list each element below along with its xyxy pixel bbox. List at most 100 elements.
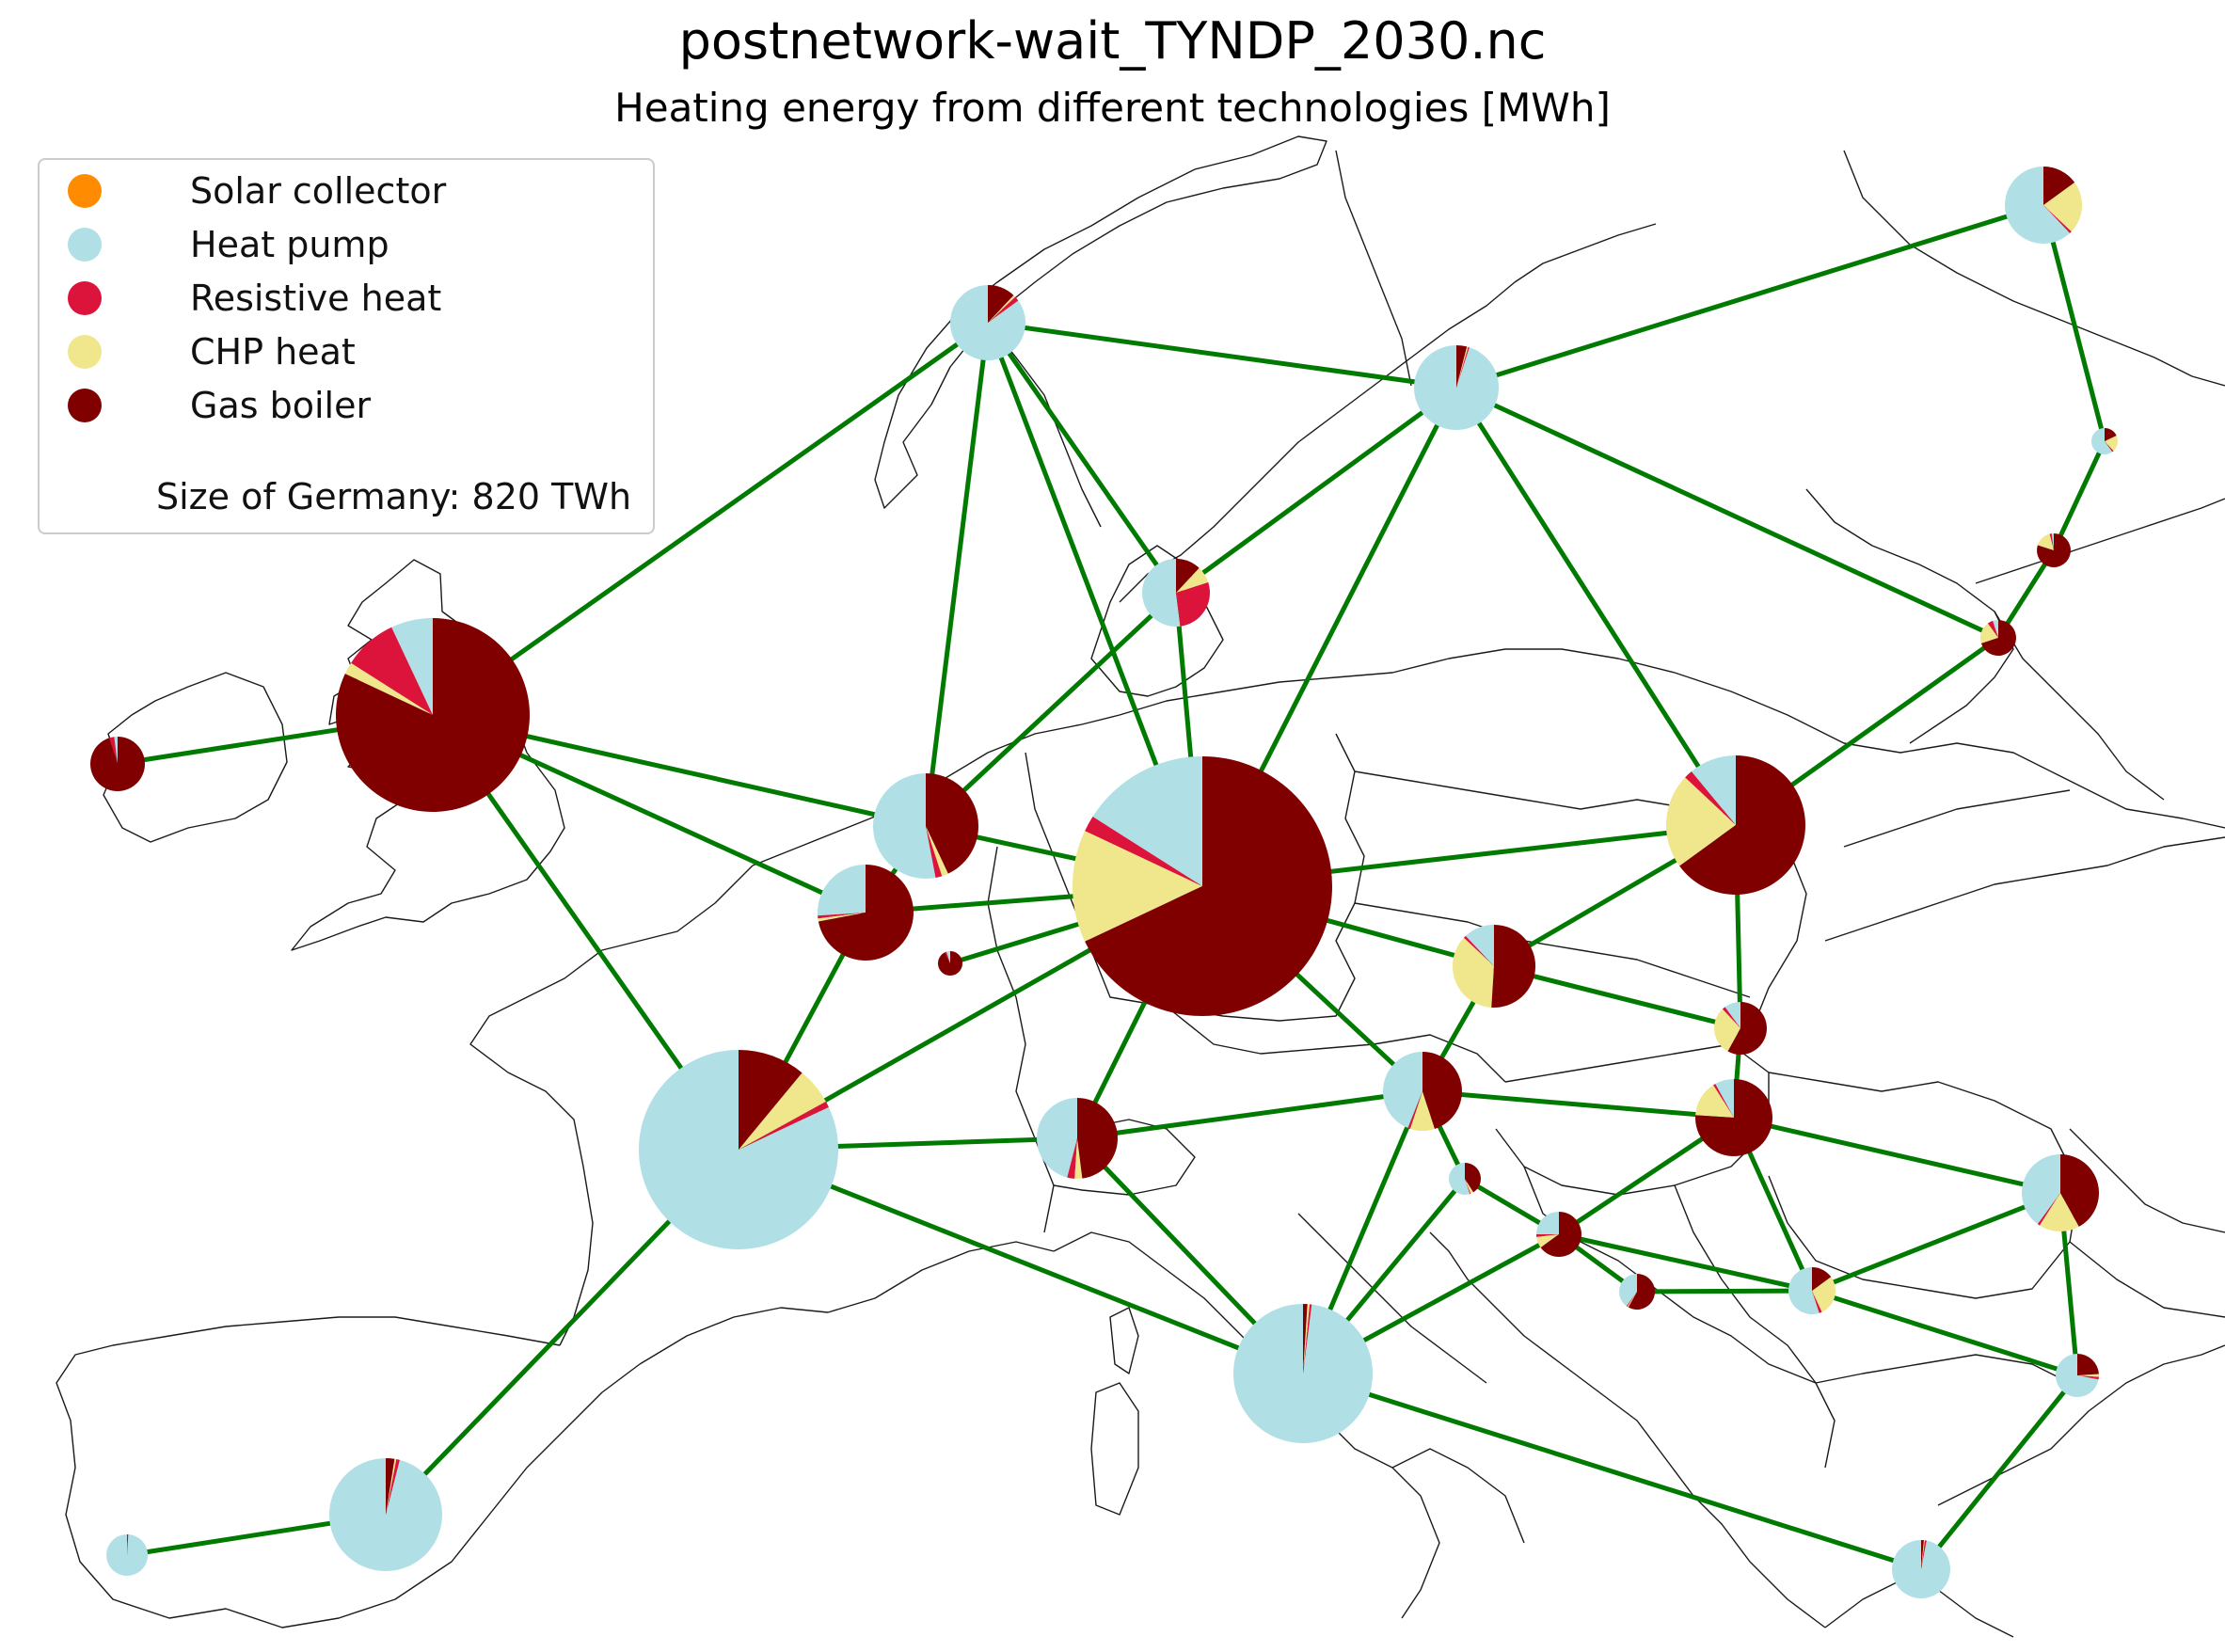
- pie-dk: [1142, 559, 1211, 627]
- pie-slice-heat-pump: [1691, 755, 1736, 825]
- pie-slice-heat-pump: [817, 865, 866, 916]
- pie-slice-chp-heat: [1303, 1304, 1310, 1374]
- pie-de: [1072, 756, 1332, 1016]
- pie-be: [817, 865, 914, 961]
- pie-slice-resistive-heat: [2043, 205, 2072, 233]
- pie-slice-heat-pump: [1788, 1267, 1820, 1314]
- pie-slice-resistive-heat: [945, 951, 950, 963]
- pie-slice-chp-heat: [1627, 1292, 1637, 1308]
- pie-slice-resistive-heat: [1812, 1291, 1822, 1313]
- pie-slice-heat-pump: [1036, 1098, 1077, 1178]
- pie-slice-chp-heat: [818, 913, 866, 922]
- pie-slice-gas-boiler: [818, 865, 914, 961]
- legend-entry-heat-pump: Heat pump: [68, 221, 389, 268]
- chart-title: postnetwork-wait_TYNDP_2030.nc: [678, 11, 1547, 71]
- pie-slice-resistive-heat: [1303, 1304, 1312, 1374]
- pie-lu: [938, 950, 963, 976]
- pie-slice-chp-heat: [2037, 533, 2054, 550]
- pie-ro: [2021, 1154, 2100, 1232]
- pie-slice-resistive-heat: [1456, 346, 1470, 388]
- pie-slice-resistive-heat: [1536, 1234, 1559, 1238]
- legend-marker: [68, 174, 102, 208]
- pie-slice-chp-heat: [1536, 1234, 1559, 1248]
- pie-slice-gas-boiler: [1694, 1079, 1772, 1156]
- link-it-gr: [1302, 1371, 1922, 1572]
- pie-slice-resistive-heat: [1626, 1292, 1637, 1308]
- pie-slice-resistive-heat: [739, 1101, 829, 1150]
- chart-subtitle: Heating energy from different technologi…: [614, 85, 1611, 131]
- pie-slice-heat-pump: [1715, 1078, 1734, 1118]
- pie-slice-resistive-heat: [1921, 1540, 1927, 1569]
- pie-slice-gas-boiler: [1491, 924, 1536, 1008]
- pie-slice-resistive-heat: [1713, 1084, 1734, 1118]
- pie-ch: [1036, 1098, 1118, 1180]
- pie-slice-heat-pump: [1724, 1002, 1740, 1028]
- pie-slice-gas-boiler: [386, 1458, 395, 1515]
- pie-slice-chp-heat: [988, 294, 1016, 323]
- link-at-ch: [1076, 1088, 1423, 1141]
- pie-slice-chp-heat: [1456, 346, 1469, 388]
- coastline-ireland: [103, 672, 288, 843]
- pie-slice-chp-heat: [1072, 831, 1202, 942]
- link-se-pl: [1454, 386, 1739, 827]
- pie-slice-gas-boiler: [938, 950, 963, 976]
- pie-slice-resistive-heat: [2037, 1193, 2060, 1226]
- pie-slice-gas-boiler: [335, 618, 530, 812]
- pie-slice-resistive-heat: [1176, 581, 1211, 627]
- pie-slice-gas-boiler: [1980, 619, 2017, 657]
- border-baltic-inland: [1824, 498, 2225, 942]
- coastline-corsica: [1109, 1307, 1139, 1374]
- border-east-europe: [1994, 611, 2225, 1318]
- pie-slice-chp-heat: [1410, 1091, 1435, 1131]
- pie-slice-resistive-heat: [1067, 1138, 1077, 1179]
- pie-slice-resistive-heat: [926, 826, 943, 879]
- pie-slice-chp-heat: [2040, 1193, 2079, 1232]
- link-se-dk: [1174, 385, 1458, 596]
- pie-slice-resistive-heat: [386, 1459, 400, 1515]
- pie-slice-heat-pump: [1993, 620, 1998, 638]
- link-no-dk: [985, 321, 1179, 595]
- pie-slice-resistive-heat: [2105, 441, 2114, 453]
- pie-slice-resistive-heat: [818, 913, 866, 919]
- pie-slice-chp-heat: [386, 1458, 397, 1515]
- pie-slice-chp-heat: [1921, 1540, 1925, 1569]
- pie-cz: [1453, 924, 1536, 1008]
- pie-slice-chp-heat: [1695, 1085, 1734, 1118]
- pie-slice-gas-boiler: [90, 737, 146, 791]
- link-bg-gr: [1919, 1374, 2079, 1571]
- pie-slice-gas-boiler: [2043, 167, 2075, 205]
- pie-slice-resistive-heat: [988, 296, 1019, 323]
- pie-slice-chp-heat: [1465, 1179, 1474, 1194]
- pie-slice-gas-boiler: [1422, 1052, 1462, 1129]
- legend-size-note: Size of Germany: 820 TWh: [156, 476, 632, 517]
- coastline-continent-north: [752, 648, 2225, 866]
- pie-no: [949, 285, 1025, 360]
- pie-slice-chp-heat: [2077, 1374, 2099, 1377]
- link-dk-nl: [924, 591, 1178, 828]
- pie-slice-resistive-heat: [1085, 817, 1202, 886]
- pie-slice-gas-boiler: [1077, 1098, 1118, 1179]
- pie-lv: [2036, 533, 2071, 567]
- pie-slice-heat-pump: [1092, 756, 1202, 886]
- pie-uk: [335, 618, 530, 812]
- coastline-greece: [1824, 1344, 2225, 1638]
- link-rs-bg: [1811, 1288, 2078, 1378]
- pie-slice-resistive-heat: [351, 627, 433, 715]
- legend: Solar collector Heat pump Resistive heat…: [38, 158, 655, 534]
- coastline-sweden-baltic: [1119, 223, 1657, 603]
- link-at-hu: [1422, 1088, 1735, 1120]
- pie-slice-gas-boiler: [1628, 1274, 1656, 1310]
- legend-entry-gas-boiler: Gas boiler: [68, 382, 371, 429]
- pie-rs: [1788, 1267, 1836, 1314]
- link-se-lt: [1454, 385, 2000, 641]
- pie-slice-resistive-heat: [1463, 935, 1494, 966]
- pie-slice-chp-heat: [1713, 1009, 1740, 1052]
- pie-slice-heat-pump: [2091, 428, 2113, 454]
- link-hr-rs: [1558, 1231, 1813, 1294]
- pie-slice-resistive-heat: [1722, 1007, 1740, 1028]
- coastline-mediterranean-france: [639, 1241, 1055, 1365]
- pie-slice-chp-heat: [1453, 937, 1494, 1008]
- legend-marker: [68, 281, 102, 315]
- pie-slice-gas-boiler: [2036, 533, 2071, 567]
